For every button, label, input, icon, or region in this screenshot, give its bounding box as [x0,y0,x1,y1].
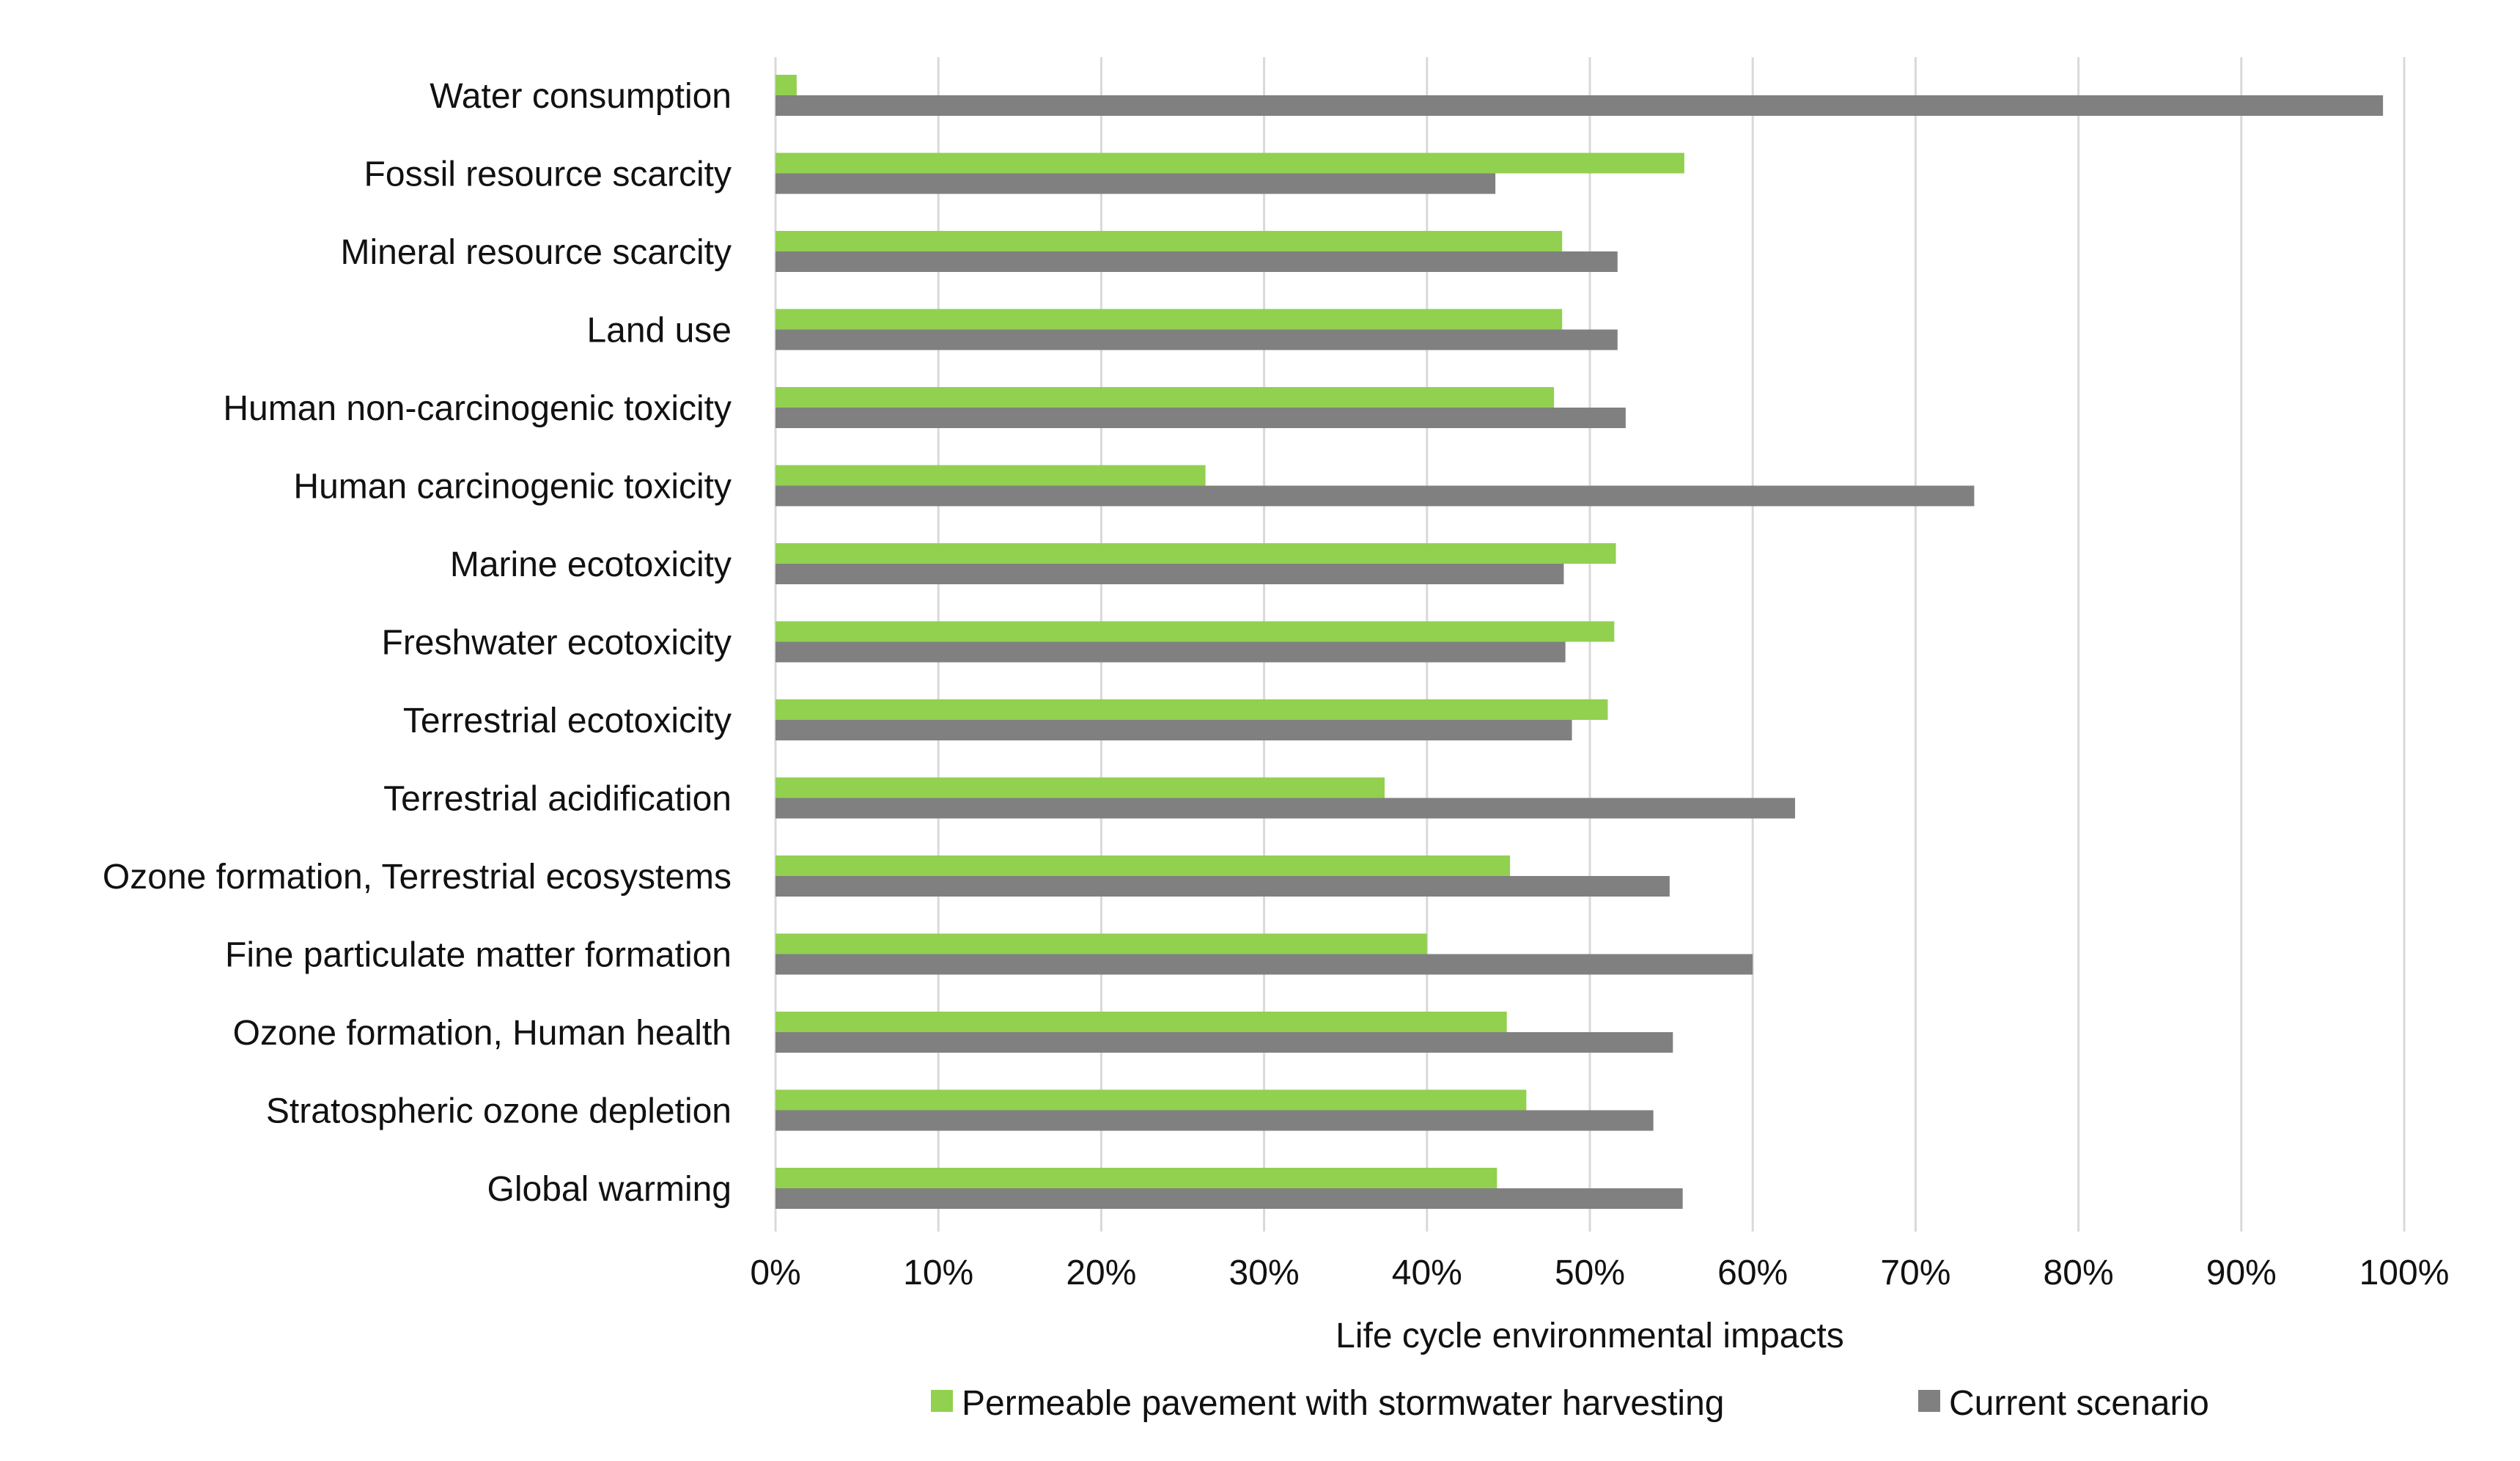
category-label: Global warming [487,1170,732,1209]
bar-current-scenario [775,173,1496,194]
x-tick-label: 90% [2206,1254,2277,1292]
legend: Permeable pavement with stormwater harve… [931,1384,2209,1423]
category-label: Human non-carcinogenic toxicity [223,389,732,428]
bar-current-scenario [775,485,1975,507]
bar-current-scenario [775,251,1618,272]
bar-permeable-pavement [775,465,1206,486]
bar-current-scenario [775,408,1626,428]
bar-current-scenario [775,1110,1654,1131]
category-label: Water consumption [430,77,732,116]
category-label: Mineral resource scarcity [341,233,732,272]
category-label: Terrestrial ecotoxicity [403,702,732,740]
x-tick-label: 30% [1229,1254,1300,1292]
category-label: Terrestrial acidification [383,780,732,819]
bar-current-scenario [775,1032,1673,1053]
bar-permeable-pavement [775,309,1563,330]
bar-current-scenario [775,876,1670,897]
bar-current-scenario [775,954,1753,975]
bar-permeable-pavement [775,1012,1507,1032]
legend-swatch-permeable-pavement [931,1390,953,1412]
bar-permeable-pavement [775,387,1555,408]
x-tick-label: 70% [1880,1254,1950,1292]
legend-label-permeable-pavement: Permeable pavement with stormwater harve… [962,1384,1724,1423]
x-axis-title: Life cycle environmental impacts [1335,1317,1844,1355]
category-label: Stratospheric ozone depletion [266,1092,732,1131]
x-tick-label: 100% [2359,1254,2450,1292]
category-label: Fossil resource scarcity [364,155,732,194]
bar-permeable-pavement [775,933,1427,954]
x-tick-label: 50% [1555,1254,1625,1292]
x-tick-label: 60% [1717,1254,1788,1292]
category-label: Ozone formation, Human health [233,1014,732,1053]
category-label: Fine particulate matter formation [225,936,732,975]
bar-current-scenario [775,564,1564,584]
bar-current-scenario [775,329,1618,350]
legend-label-current-scenario: Current scenario [1949,1384,2209,1423]
bar-permeable-pavement [775,231,1563,251]
x-tick-label: 10% [903,1254,973,1292]
bar-permeable-pavement [775,152,1684,174]
bar-current-scenario [775,1188,1683,1209]
bar-permeable-pavement [775,75,797,95]
legend-swatch-current-scenario [1918,1390,1940,1412]
x-tick-label: 0% [750,1254,800,1292]
bar-permeable-pavement [775,543,1616,564]
category-label: Ozone formation, Terrestrial ecosystems [103,858,732,897]
x-tick-label: 40% [1392,1254,1462,1292]
bar-current-scenario [775,95,2384,116]
category-label: Freshwater ecotoxicity [382,624,732,663]
bar-current-scenario [775,720,1572,740]
x-tick-label: 80% [2044,1254,2114,1292]
bar-permeable-pavement [775,855,1511,876]
bar-current-scenario [775,798,1795,819]
x-tick-labels: 0% 10% 20% 30% 40% 50% 60% 70% 80% 90% 100% [750,1254,2449,1292]
bar-current-scenario [775,641,1566,663]
bars [775,75,2384,1209]
category-label: Human carcinogenic toxicity [293,468,732,507]
bar-permeable-pavement [775,1089,1527,1111]
bar-permeable-pavement [775,1168,1497,1188]
bar-permeable-pavement [775,777,1385,798]
category-labels: Water consumption Fossil resource scarcit… [103,77,732,1209]
bar-permeable-pavement [775,621,1615,642]
category-label: Marine ecotoxicity [450,545,732,584]
x-tick-label: 20% [1066,1254,1136,1292]
bar-permeable-pavement [775,699,1608,720]
category-label: Land use [586,312,732,350]
